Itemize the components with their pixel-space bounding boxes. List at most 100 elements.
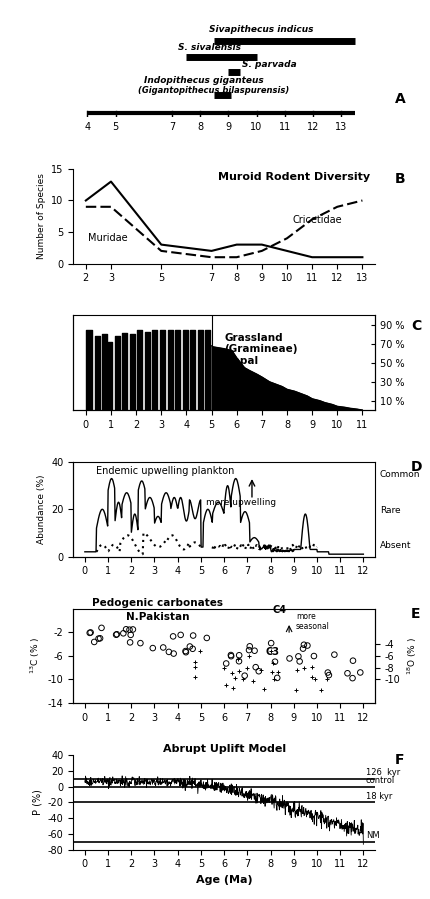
Point: [112, 628, 119, 642]
Point: [220, 661, 227, 675]
Point: [149, 641, 156, 655]
Point: [189, 642, 196, 656]
Text: C4: C4: [272, 605, 286, 615]
Text: E: E: [410, 607, 420, 621]
Point: [120, 626, 126, 640]
Point: [251, 644, 258, 658]
Point: [191, 670, 198, 684]
Point: [186, 639, 193, 654]
Point: [343, 666, 350, 681]
Text: 126  kyr: 126 kyr: [365, 769, 399, 778]
Text: Cricetidae: Cricetidae: [292, 215, 341, 225]
Text: 13: 13: [334, 121, 347, 131]
Point: [246, 639, 252, 654]
Point: [273, 671, 280, 685]
Point: [129, 622, 136, 636]
Text: 12: 12: [306, 121, 318, 131]
Point: [231, 671, 238, 685]
Text: Grassland
(Gramineae)
Nepal: Grassland (Gramineae) Nepal: [224, 333, 297, 366]
Point: [227, 649, 234, 663]
Text: control: control: [365, 777, 394, 786]
Point: [227, 648, 234, 663]
Point: [303, 638, 310, 653]
Text: N.Pakistan: N.Pakistan: [126, 612, 189, 622]
Text: B: B: [394, 173, 404, 186]
Point: [349, 654, 356, 668]
Text: 10: 10: [250, 121, 262, 131]
Point: [233, 652, 240, 666]
Point: [165, 645, 172, 659]
Y-axis label: P (%): P (%): [32, 789, 42, 815]
Text: 18 kyr: 18 kyr: [365, 792, 391, 801]
Point: [235, 654, 242, 669]
Point: [260, 681, 267, 696]
Point: [127, 628, 134, 642]
Point: [191, 654, 198, 669]
Point: [123, 622, 129, 636]
X-axis label: Age (Ma): Age (Ma): [195, 875, 252, 885]
Point: [189, 628, 196, 643]
Point: [235, 663, 242, 678]
Point: [325, 668, 332, 682]
Point: [245, 649, 252, 663]
Point: [98, 620, 105, 635]
Point: [239, 672, 246, 686]
Text: 5: 5: [112, 121, 118, 131]
Point: [295, 654, 302, 669]
Text: 4: 4: [84, 121, 90, 131]
Point: [293, 663, 300, 677]
Point: [86, 626, 93, 640]
Point: [222, 678, 229, 692]
Point: [170, 646, 177, 661]
Point: [300, 661, 307, 675]
Point: [268, 656, 275, 671]
Text: Muridae: Muridae: [88, 234, 128, 244]
Text: 8: 8: [197, 121, 203, 131]
Point: [87, 625, 94, 639]
Y-axis label: Abundance (%): Abundance (%): [37, 475, 46, 544]
Text: 11: 11: [278, 121, 290, 131]
Text: C: C: [410, 318, 421, 333]
Point: [292, 682, 298, 697]
Point: [307, 670, 314, 684]
Text: Muroid Rodent Diversity: Muroid Rodent Diversity: [218, 173, 369, 182]
Point: [243, 661, 250, 675]
Point: [356, 665, 363, 680]
Point: [229, 681, 236, 696]
Point: [126, 636, 133, 650]
Text: 9: 9: [225, 121, 231, 131]
Point: [96, 631, 103, 645]
Title: Pedogenic carbonates: Pedogenic carbonates: [92, 598, 223, 608]
Point: [177, 628, 184, 642]
Point: [252, 660, 258, 674]
Point: [181, 644, 188, 658]
Text: Endemic upwelling plankton: Endemic upwelling plankton: [96, 466, 234, 476]
Y-axis label: $^{18}$O (% ): $^{18}$O (% ): [405, 636, 418, 675]
Point: [257, 663, 264, 677]
Text: (Gigantopithecus bilaspurensis): (Gigantopithecus bilaspurensis): [138, 86, 289, 95]
Point: [267, 636, 274, 650]
Text: more upwelling: more upwelling: [205, 497, 275, 506]
Point: [235, 648, 242, 663]
Point: [308, 660, 315, 674]
Point: [316, 683, 323, 698]
Point: [286, 651, 292, 665]
Point: [222, 656, 229, 671]
Point: [137, 636, 144, 650]
Point: [169, 629, 176, 644]
Point: [322, 672, 329, 686]
Point: [274, 665, 281, 680]
Point: [249, 674, 256, 689]
Point: [255, 664, 261, 679]
Point: [228, 666, 235, 681]
Text: S. parvada: S. parvada: [242, 60, 297, 69]
Text: A: A: [394, 92, 404, 106]
Text: D: D: [410, 460, 422, 475]
Point: [197, 644, 203, 658]
Point: [182, 645, 189, 659]
Text: S. sivalensis: S. sivalensis: [177, 42, 240, 51]
Point: [241, 669, 248, 683]
Text: more
seasonal: more seasonal: [295, 612, 329, 631]
Point: [245, 643, 252, 657]
Point: [113, 628, 120, 642]
